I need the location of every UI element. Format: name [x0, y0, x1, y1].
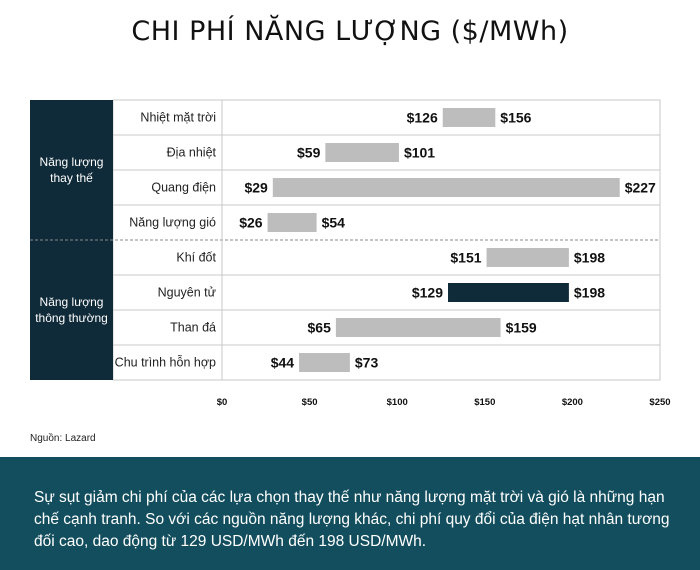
range-bar-chart: Năng lượng thay thế Nhiệt mặt trời $126 $156… — [30, 99, 671, 408]
low-value-label: $44 — [271, 355, 295, 371]
group-label-panel — [30, 100, 113, 240]
group-label-panel — [30, 240, 113, 380]
range-bar — [267, 213, 317, 232]
high-value-label: $159 — [506, 320, 537, 336]
high-value-label: $54 — [322, 215, 346, 231]
x-tick-label: $100 — [387, 397, 408, 408]
category-label: Năng lượng gió — [129, 216, 216, 230]
low-value-label: $29 — [244, 180, 268, 196]
category-label: Than đá — [170, 321, 216, 335]
high-value-label: $227 — [625, 180, 656, 196]
range-bar — [272, 178, 620, 197]
high-value-label: $101 — [404, 145, 435, 161]
low-value-label: $65 — [308, 320, 332, 336]
low-value-label: $59 — [297, 145, 321, 161]
group-label: thông thường — [35, 311, 108, 325]
range-bar — [299, 353, 350, 372]
high-value-label: $73 — [355, 355, 379, 371]
low-value-label: $129 — [412, 285, 443, 301]
group-label: thay thế — [50, 171, 93, 185]
category-label: Nhiệt mặt trời — [140, 111, 216, 125]
x-tick-label: $0 — [217, 397, 228, 408]
high-value-label: $156 — [500, 110, 531, 126]
source-note: Nguồn: Lazard — [30, 433, 96, 444]
category-label: Nguyên tử — [158, 286, 216, 300]
x-tick-label: $50 — [302, 397, 318, 408]
range-bar — [442, 108, 496, 127]
high-value-label: $198 — [574, 250, 605, 266]
category-label: Quang điện — [151, 181, 216, 195]
category-label: Địa nhiệt — [167, 146, 217, 160]
category-label: Khí đốt — [176, 251, 216, 265]
low-value-label: $151 — [450, 250, 481, 266]
high-value-label: $198 — [574, 285, 605, 301]
category-label: Chu trình hỗn hợp — [115, 355, 216, 370]
chart-title: CHI PHÍ NĂNG LƯỢNG ($/MWh) — [131, 16, 569, 47]
range-bar — [486, 248, 569, 267]
range-bar — [335, 318, 501, 337]
footer-text: Sự sụt giảm chi phí của các lựa chọn tha… — [34, 489, 670, 550]
range-bar — [448, 283, 569, 302]
footer-panel: Sự sụt giảm chi phí của các lựa chọn tha… — [0, 457, 700, 570]
x-tick-label: $250 — [649, 397, 670, 408]
low-value-label: $26 — [239, 215, 263, 231]
group-label: Năng lượng — [40, 295, 104, 309]
range-bar — [325, 143, 399, 162]
x-tick-label: $150 — [474, 397, 495, 408]
low-value-label: $126 — [407, 110, 438, 126]
group-label: Năng lượng — [40, 155, 104, 169]
x-tick-label: $200 — [562, 397, 583, 408]
